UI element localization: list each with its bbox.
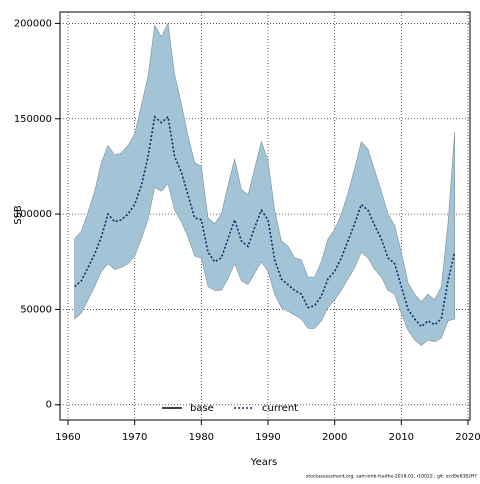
x-tick-label: 1970 (122, 432, 147, 443)
plot-frame (59, 11, 471, 421)
x-tick-label: 1980 (189, 432, 214, 443)
y-axis-label: SSB (13, 205, 24, 225)
y-tick-label: 0 (46, 400, 52, 411)
y-tick-label: 100000 (14, 209, 52, 220)
legend-label: base (190, 403, 214, 414)
y-tick-label: 50000 (20, 304, 52, 315)
x-tick-label: 2010 (389, 432, 414, 443)
y-tick-label: 150000 (14, 114, 52, 125)
confidence-band (74, 22, 455, 347)
x-axis-label: Years (250, 457, 277, 468)
y-tick-label: 200000 (14, 18, 52, 29)
legend-label: current (262, 403, 298, 414)
x-tick-label: 2000 (322, 432, 347, 443)
series-line (74, 115, 456, 328)
x-tick-label: 1990 (255, 432, 280, 443)
footnote: stockassessment.org, sam-tmb-fsaithe-201… (306, 474, 477, 480)
x-tick-label: 1960 (55, 432, 80, 443)
x-tick-label: 2020 (455, 432, 480, 443)
